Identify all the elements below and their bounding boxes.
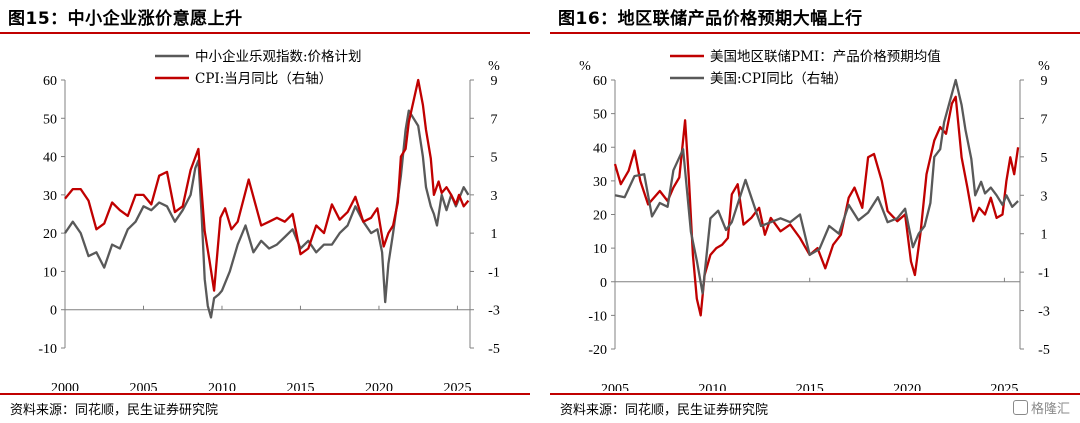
series-line-2 <box>64 78 470 292</box>
y-left-tick-label: -20 <box>588 343 607 358</box>
y-left-tick-label: 50 <box>43 112 57 127</box>
line-chart-2: -20 -10 0 10 20 30 40 50 60 -5 -3 -1 1 3 5 7 9%% 2005 2010… <box>579 49 1050 391</box>
watermark: 格隆汇 <box>1012 398 1070 417</box>
y-right-tick-label: 3 <box>1041 189 1048 204</box>
y-right-tick-label: 9 <box>491 74 498 89</box>
chart-title-2: 图16：地区联储产品价格预期大幅上行 <box>558 9 863 29</box>
y-right-tick-label: 1 <box>1041 228 1048 243</box>
y-right-tick-label: 3 <box>491 189 498 204</box>
y-left-unit-label: % <box>579 59 591 74</box>
legend-label-2: 美国:CPI同比（右轴） <box>710 71 847 87</box>
chart-panel-1: 图15：中小企业涨价意愿上升 -10 0 10 20 30 40 50 60 -5 -3 -1 1 3 5… <box>0 0 530 423</box>
y-right-unit-label: % <box>488 59 500 74</box>
watermark-logo-icon <box>1012 400 1028 415</box>
y-right-tick-label: 5 <box>1041 151 1048 166</box>
chart-panel-2: 图16：地区联储产品价格预期大幅上行 -20 -10 0 10 20 30 40 50 60 -5… <box>550 0 1080 423</box>
title-rule-2 <box>550 32 1080 34</box>
series-line-2 <box>614 78 1019 295</box>
x-tick-label: 2015 <box>796 382 824 391</box>
legend-label-1: 美国地区联储PMI：产品价格预期均值 <box>710 49 941 65</box>
y-left-tick-label: 20 <box>43 227 57 242</box>
y-left-tick-label: 40 <box>43 151 57 166</box>
y-right-tick-label: -1 <box>488 265 500 280</box>
x-tick-label: 2015 <box>286 381 314 391</box>
source-note-2: 资料来源：同花顺，民生证券研究院 <box>560 403 769 418</box>
y-left-tick-label: 10 <box>593 242 607 257</box>
y-right-tick-label: -5 <box>1038 343 1050 358</box>
legend-label-1: 中小企业乐观指数:价格计划 <box>195 48 362 65</box>
y-left-tick-label: 30 <box>43 189 57 204</box>
series-line-1 <box>64 109 470 319</box>
y-right-tick-label: -3 <box>488 304 500 319</box>
source-note-1: 资料来源：同花顺，民生证券研究院 <box>10 403 219 418</box>
y-left-tick-label: 50 <box>593 108 607 123</box>
x-tick-label: 2020 <box>893 382 921 391</box>
y-right-tick-label: 7 <box>1041 112 1048 127</box>
y-left-tick-label: -10 <box>38 342 57 357</box>
y-right-tick-label: -5 <box>488 342 500 357</box>
y-right-tick-label: 5 <box>491 151 498 166</box>
title-rule-1 <box>0 32 530 34</box>
watermark-text: 格隆汇 <box>1030 402 1070 417</box>
y-right-tick-label: -1 <box>1038 266 1050 281</box>
x-tick-label: 2010 <box>698 382 726 391</box>
y-right-unit-label: % <box>1038 59 1050 74</box>
y-left-tick-label: 0 <box>50 304 57 319</box>
x-tick-label: 2005 <box>129 381 157 391</box>
x-tick-label: 2005 <box>601 382 629 391</box>
x-tick-label: 2000 <box>51 381 79 391</box>
y-left-tick-label: 30 <box>593 175 607 190</box>
y-left-tick-label: -10 <box>588 309 607 324</box>
y-left-tick-label: 20 <box>593 209 607 224</box>
y-right-tick-label: 7 <box>491 112 498 127</box>
y-left-tick-label: 10 <box>43 265 57 280</box>
series-line-1 <box>613 95 1020 317</box>
x-tick-label: 2020 <box>365 381 393 391</box>
y-left-tick-label: 40 <box>593 141 607 156</box>
source-rule-2 <box>550 393 1080 395</box>
y-left-tick-label: 60 <box>43 74 57 89</box>
y-left-tick-label: 60 <box>593 74 607 89</box>
source-rule-1 <box>0 393 530 395</box>
legend-label-2: CPI:当月同比（右轴） <box>195 71 332 87</box>
x-tick-label: 2025 <box>990 382 1018 391</box>
x-tick-label: 2010 <box>208 381 236 391</box>
y-right-tick-label: 1 <box>491 227 498 242</box>
chart-title-1: 图15：中小企业涨价意愿上升 <box>8 9 243 29</box>
y-right-tick-label: -3 <box>1038 305 1050 320</box>
line-chart-1: -10 0 10 20 30 40 50 60 -5 -3 -1 1 3 5 7 9% 2000 2005 2010… <box>38 48 500 391</box>
y-left-tick-label: 0 <box>600 276 607 291</box>
y-right-tick-label: 9 <box>1041 74 1048 89</box>
x-tick-label: 2025 <box>443 381 471 391</box>
